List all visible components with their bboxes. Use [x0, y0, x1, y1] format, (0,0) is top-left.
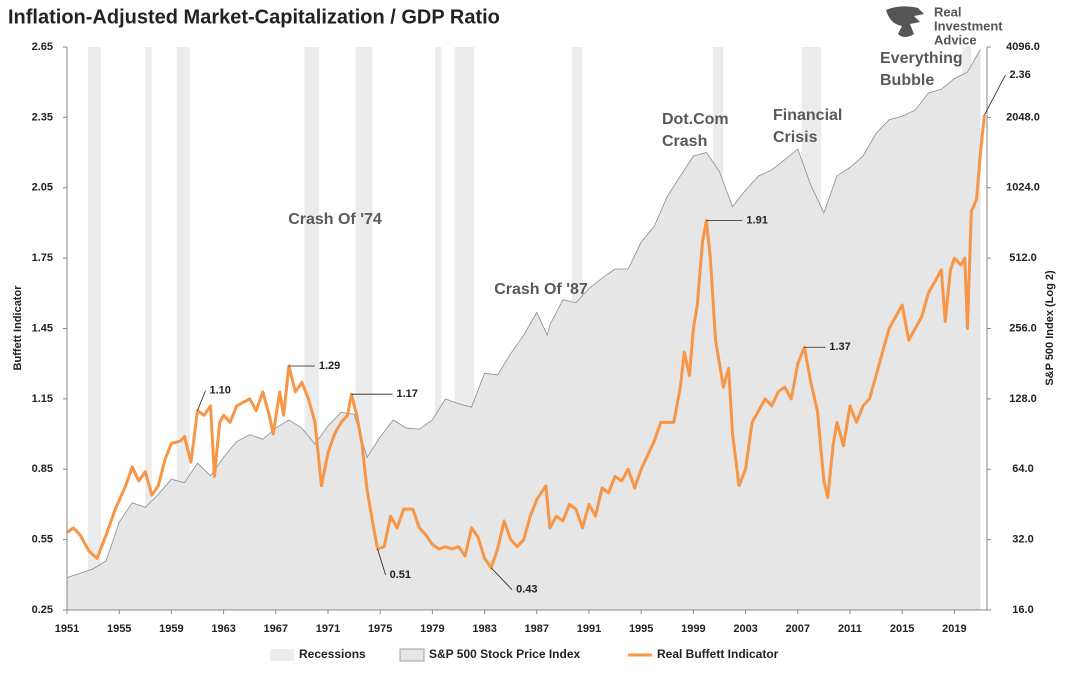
y2-tick-label: 32.0	[1012, 534, 1033, 546]
x-tick-label: 1963	[211, 623, 235, 635]
callout-label: 1.29	[319, 360, 340, 372]
y-tick-label: 2.35	[32, 111, 53, 123]
legend-swatch	[270, 649, 294, 661]
legend-label: S&P 500 Stock Price Index	[429, 647, 581, 661]
x-tick-label: 1971	[316, 623, 340, 635]
y2-tick-label: 512.0	[1009, 252, 1037, 264]
buffett-line	[66, 114, 986, 570]
callout-label: 0.51	[390, 569, 411, 581]
y2-tick-label: 64.0	[1012, 463, 1033, 475]
x-tick-label: 2007	[786, 623, 810, 635]
y-tick-label: 0.85	[32, 463, 53, 475]
x-tick-label: 1991	[577, 623, 601, 635]
x-tick-label: 1951	[55, 623, 79, 635]
x-tick-label: 1995	[629, 623, 653, 635]
callout-label: 2.36	[1009, 69, 1030, 81]
callout-leader	[490, 567, 513, 591]
x-tick-label: 2015	[890, 623, 914, 635]
annotation: Bubble	[880, 72, 934, 89]
legend-label: Real Buffett Indicator	[657, 647, 779, 661]
legend-label: Recessions	[299, 647, 366, 661]
y2-axis-label: S&P 500 Index (Log 2)	[1044, 270, 1056, 386]
y-tick-label: 1.75	[32, 252, 53, 264]
recession-band	[176, 47, 190, 610]
annotation: Crash Of '74	[288, 211, 382, 228]
y-tick-label: 2.05	[32, 182, 53, 194]
callout-label: 0.43	[516, 584, 537, 596]
x-tick-label: 1999	[681, 623, 705, 635]
y-tick-label: 0.55	[32, 534, 53, 546]
y-tick-label: 1.15	[32, 393, 53, 405]
y-tick-label: 0.25	[32, 604, 53, 616]
x-tick-label: 1967	[264, 623, 288, 635]
legend-swatch	[399, 648, 425, 662]
y2-tick-label: 2048.0	[1006, 111, 1040, 123]
recession-band	[435, 47, 442, 610]
annotation: Everything	[880, 50, 963, 67]
callout-label: 1.17	[396, 388, 417, 400]
sp500-area	[67, 49, 981, 610]
logo: Real Investment Advice	[886, 4, 1003, 47]
callout-leader	[197, 390, 206, 411]
logo-text: Real	[934, 4, 961, 19]
sp500-line	[66, 49, 981, 579]
x-tick-label: 2003	[733, 623, 757, 635]
y2-tick-label: 16.0	[1012, 604, 1033, 616]
annotation: Crash Of '87	[494, 281, 588, 298]
callout-leader	[377, 548, 386, 576]
callout-label: 1.91	[746, 214, 767, 226]
annotation: Crisis	[773, 129, 818, 146]
annotation: Financial	[773, 107, 842, 124]
recession-band	[87, 47, 101, 610]
callout-label: 1.10	[209, 385, 230, 397]
recession-band	[145, 47, 152, 610]
logo-text: Advice	[934, 32, 977, 47]
annotation: Dot.Com	[662, 111, 729, 128]
callout-leader	[984, 74, 1006, 116]
x-tick-label: 1959	[159, 623, 183, 635]
y-tick-label: 1.45	[32, 322, 53, 334]
x-tick-label: 2011	[838, 623, 862, 635]
logo-text: Investment	[934, 18, 1003, 33]
x-tick-label: 1983	[472, 623, 496, 635]
annotation: Crash	[662, 133, 707, 150]
y2-tick-label: 256.0	[1009, 322, 1037, 334]
y2-tick-label: 128.0	[1009, 393, 1037, 405]
chart-title: Inflation-Adjusted Market-Capitalization…	[8, 6, 500, 28]
x-tick-label: 1979	[420, 623, 444, 635]
y2-tick-label: 4096.0	[1006, 41, 1040, 53]
logo-icon	[886, 6, 924, 37]
x-tick-label: 1987	[525, 623, 549, 635]
y-tick-label: 2.65	[32, 41, 53, 53]
y-axis-label: Buffett Indicator	[12, 285, 24, 371]
x-tick-label: 1955	[107, 623, 131, 635]
y2-tick-label: 1024.0	[1006, 182, 1040, 194]
x-tick-label: 1975	[368, 623, 392, 635]
x-tick-label: 2019	[942, 623, 966, 635]
callout-label: 1.37	[829, 341, 850, 353]
